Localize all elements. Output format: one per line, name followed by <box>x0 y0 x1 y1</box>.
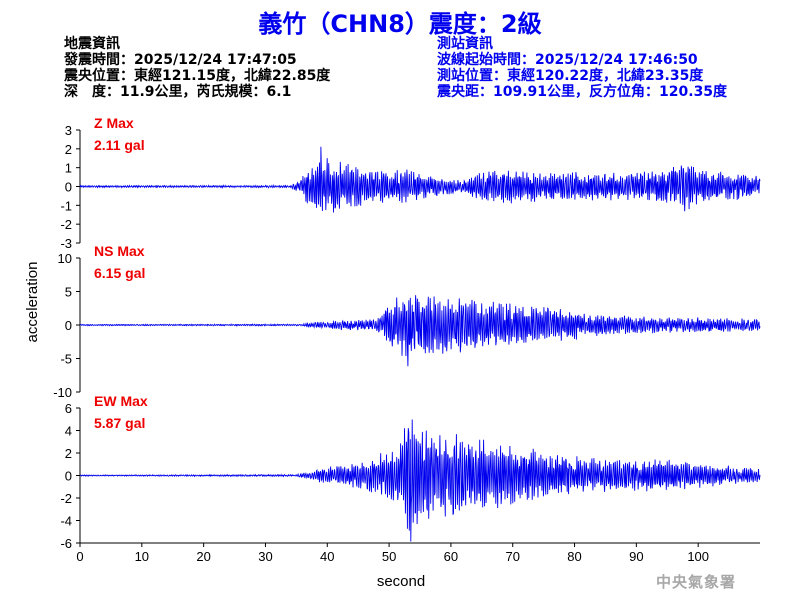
x-tick-label: 70 <box>505 549 519 564</box>
y-tick-label: 5 <box>65 285 72 300</box>
y-tick-label: -1 <box>60 198 72 213</box>
earthquake-info: 地震資訊 發震時間：2025/12/24 17:47:05 震央位置：東經121… <box>64 36 330 100</box>
y-tick-label: 0 <box>65 469 72 484</box>
x-tick-label: 90 <box>629 549 643 564</box>
y-tick-label: 3 <box>65 123 72 138</box>
x-tick-label: 100 <box>687 549 709 564</box>
waveform-z <box>79 146 761 213</box>
waveform-ns <box>79 295 761 367</box>
panel-label-ew: EW Max <box>94 393 148 409</box>
station-info: 測站資訊 波線起始時間：2025/12/24 17:46:50 測站位置：東經1… <box>437 36 727 100</box>
y-tick-label: 4 <box>65 424 72 439</box>
x-tick-label: 60 <box>444 549 458 564</box>
y-tick-label: 0 <box>65 318 72 333</box>
y-tick-label: -2 <box>60 217 72 232</box>
x-tick-label: 30 <box>258 549 272 564</box>
panel-max-value-ns: 6.15 gal <box>94 265 145 281</box>
origin-time: 發震時間：2025/12/24 17:47:05 <box>64 52 297 68</box>
y-axis-title: acceleration <box>24 262 41 343</box>
panel-max-value-z: 2.11 gal <box>94 137 145 153</box>
panel-max-value-ew: 5.87 gal <box>94 415 145 431</box>
x-tick-label: 80 <box>567 549 581 564</box>
y-tick-label: 2 <box>65 446 72 461</box>
y-tick-label: 2 <box>65 142 72 157</box>
station-info-heading: 測站資訊 <box>437 36 493 52</box>
epicentral-distance: 震央距：109.91公里，反方位角：120.35度 <box>437 84 728 100</box>
earthquake-info-heading: 地震資訊 <box>64 36 120 52</box>
station-location: 測站位置：東經120.22度，北緯23.35度 <box>437 68 704 84</box>
panel-label-ns: NS Max <box>94 243 145 259</box>
x-axis-title: second <box>377 573 425 590</box>
x-tick-label: 10 <box>135 549 149 564</box>
y-tick-label: -5 <box>60 352 72 367</box>
y-tick-label: -10 <box>53 385 72 400</box>
y-tick-label: -4 <box>60 514 72 529</box>
page-title: 義竹（CHN8）震度：2級 <box>258 10 542 38</box>
y-tick-label: -3 <box>60 236 72 251</box>
y-tick-label: -2 <box>60 491 72 506</box>
y-tick-label: 10 <box>58 251 72 266</box>
waveform-ew <box>79 419 761 542</box>
agency-watermark: 中央氣象署 <box>656 573 737 591</box>
panel-label-z: Z Max <box>94 115 134 131</box>
y-tick-label: -6 <box>60 536 72 551</box>
y-tick-label: 6 <box>65 401 72 416</box>
y-tick-label: 0 <box>65 180 72 195</box>
depth-magnitude: 深 度：11.9公里，芮氏規模：6.1 <box>64 84 292 100</box>
epicenter-location: 震央位置：東經121.15度，北緯22.85度 <box>64 68 331 84</box>
waveform-start-time: 波線起始時間：2025/12/24 17:46:50 <box>437 52 698 68</box>
x-tick-label: 50 <box>382 549 396 564</box>
x-tick-label: 0 <box>76 549 83 564</box>
x-tick-label: 20 <box>196 549 210 564</box>
y-tick-label: 1 <box>65 161 72 176</box>
x-tick-label: 40 <box>320 549 334 564</box>
